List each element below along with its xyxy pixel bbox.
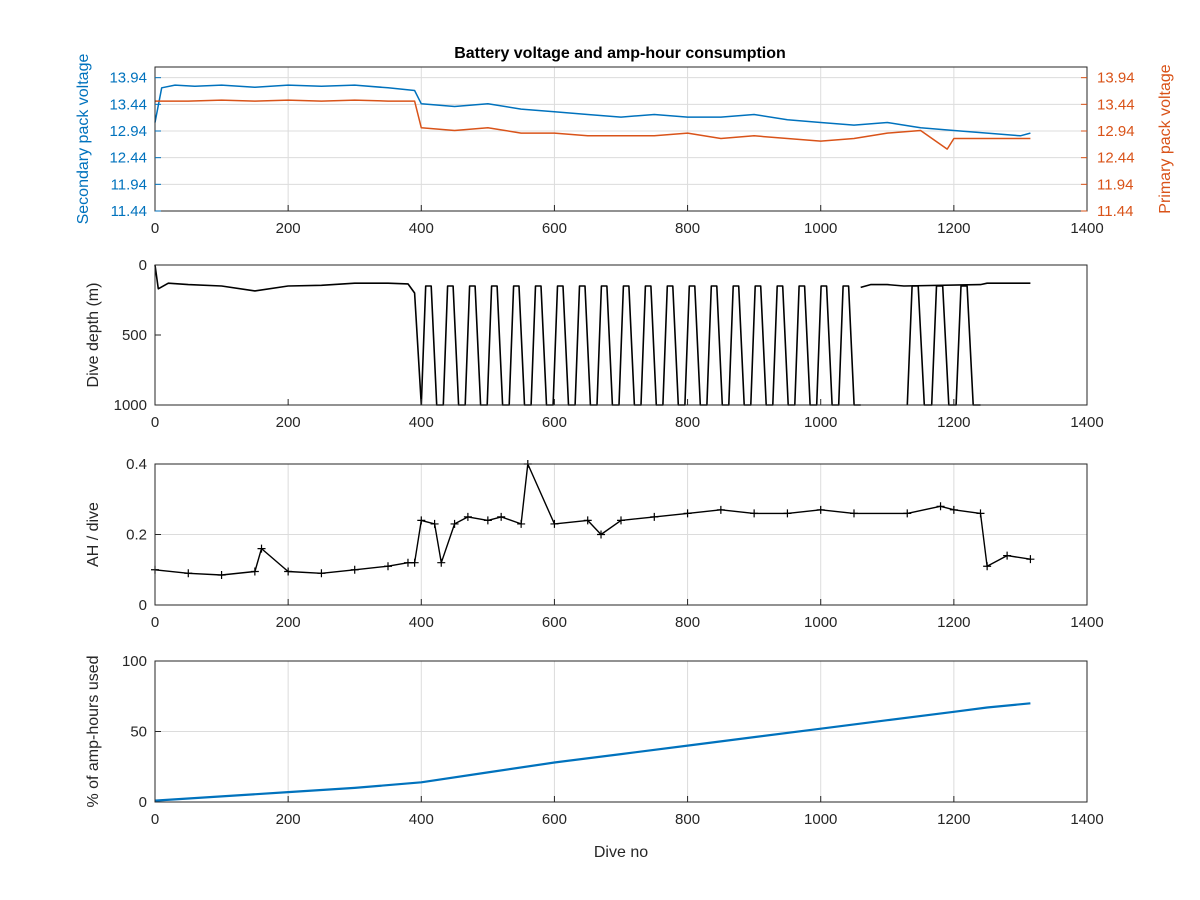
y-tick-label: 0.4 <box>126 456 147 473</box>
x-tick-label: 200 <box>276 220 301 237</box>
x-tick-label: 600 <box>542 811 567 828</box>
x-tick-label: 1000 <box>804 811 837 828</box>
figure-title: Battery voltage and amp-hour consumption <box>454 45 786 62</box>
primary-voltage-line <box>155 99 1031 150</box>
depth-trace <box>154 264 423 406</box>
y-tick-label-right: 12.94 <box>1097 123 1135 140</box>
x-tick-label: 1400 <box>1070 414 1103 431</box>
x-tick-label: 0 <box>151 414 159 431</box>
x-tick-label: 1200 <box>937 220 970 237</box>
y-tick-label: 12.94 <box>109 123 147 140</box>
y-tick-label-right: 11.44 <box>1097 203 1133 220</box>
y-tick-label: 1000 <box>114 397 147 414</box>
x-tick-label: 200 <box>276 614 301 631</box>
y-tick-label: 0 <box>139 597 147 614</box>
secondary-voltage-axis-label: Secondary pack voltage <box>75 54 92 225</box>
voltage-panel: 0 200 400 600 800 1000 1200 1400 11.44 11.94 12.4… <box>75 54 1174 237</box>
y-tick-label-right: 12.44 <box>1097 150 1135 167</box>
x-tick-label: 0 <box>151 220 159 237</box>
x-tick-label: 200 <box>276 811 301 828</box>
x-tick-label: 1400 <box>1070 220 1103 237</box>
x-tick-label: 1200 <box>937 414 970 431</box>
ah-per-dive-panel: 0 200 400 600 800 1000 1200 1400 0 0.2 0.4 AH / d… <box>85 456 1104 631</box>
percent-used-axis-label: % of amp-hours used <box>85 655 102 807</box>
x-tick-label: 0 <box>151 811 159 828</box>
x-tick-label: 600 <box>542 414 567 431</box>
x-tick-label: 1000 <box>804 220 837 237</box>
x-tick-label: 800 <box>675 414 700 431</box>
ah-used-panel: 0 200 400 600 800 1000 1200 1400 0 50 100 % of am… <box>85 653 1104 861</box>
y-tick-label: 0 <box>139 257 147 274</box>
ah-per-dive-axis-label: AH / dive <box>85 502 102 567</box>
y-tick-label: 0.2 <box>126 527 147 544</box>
y-tick-label: 11.94 <box>111 176 147 193</box>
x-tick-label: 0 <box>151 614 159 631</box>
x-tick-label: 1400 <box>1070 614 1103 631</box>
y-tick-label: 500 <box>122 327 147 344</box>
x-tick-label: 800 <box>675 614 700 631</box>
primary-voltage-axis-label: Primary pack voltage <box>1157 64 1174 213</box>
x-tick-label: 400 <box>409 811 434 828</box>
x-tick-label: 400 <box>409 414 434 431</box>
y-tick-label: 12.44 <box>109 150 147 167</box>
y-tick-label: 13.44 <box>109 96 147 113</box>
x-tick-label: 600 <box>542 220 567 237</box>
x-tick-label: 1200 <box>937 811 970 828</box>
x-tick-label: 400 <box>409 220 434 237</box>
y-tick-label: 100 <box>122 653 147 670</box>
x-axis-label: Dive no <box>594 844 648 861</box>
secondary-voltage-line <box>154 84 1031 137</box>
ah-per-dive-trace <box>154 463 1031 576</box>
percent-used-line <box>154 702 1031 802</box>
depth-panel: 0 200 400 600 800 1000 1200 1400 0 500 1000 Dive … <box>85 257 1104 431</box>
x-tick-label: 600 <box>542 614 567 631</box>
depth-axis-label: Dive depth (m) <box>85 283 102 388</box>
x-tick-label: 200 <box>276 414 301 431</box>
plot-area-frame <box>154 66 1088 212</box>
y-tick-label: 50 <box>130 724 147 741</box>
y-tick-label-right: 11.94 <box>1097 176 1133 193</box>
x-tick-label: 800 <box>675 811 700 828</box>
y-tick-label: 13.94 <box>109 70 147 87</box>
y-tick-label: 11.44 <box>111 203 147 220</box>
x-tick-label: 1000 <box>804 614 837 631</box>
x-tick-label: 1200 <box>937 614 970 631</box>
y-tick-label-right: 13.94 <box>1097 70 1135 87</box>
y-tick-label-right: 13.44 <box>1097 96 1135 113</box>
depth-trace <box>860 282 1031 289</box>
y-tick-label: 0 <box>139 794 147 811</box>
x-tick-label: 1400 <box>1070 811 1103 828</box>
x-tick-label: 800 <box>675 220 700 237</box>
x-tick-label: 400 <box>409 614 434 631</box>
x-tick-label: 1000 <box>804 414 837 431</box>
